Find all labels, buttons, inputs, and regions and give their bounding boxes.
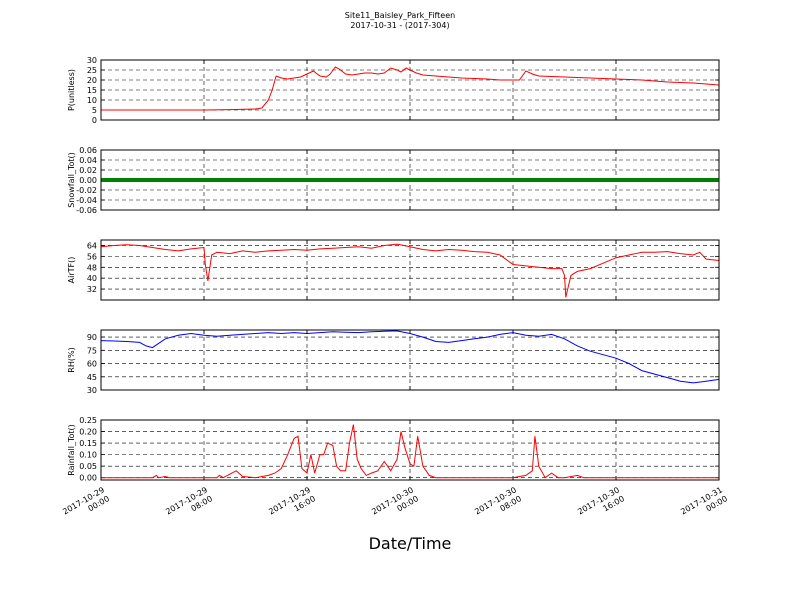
- y-axis-label: RH(%): [67, 347, 76, 372]
- y-tick-label: 15: [87, 86, 97, 95]
- series-line: [101, 66, 719, 111]
- y-tick-label: 0.05: [79, 462, 97, 471]
- y-axis-label: P(unitless): [67, 69, 76, 111]
- y-tick-label: 0.00: [79, 474, 97, 483]
- y-axis-label: Snowfall_Tot(): [67, 152, 76, 208]
- y-tick-label: 45: [87, 373, 97, 382]
- series-line: [101, 330, 719, 384]
- y-tick-label: 90: [87, 333, 97, 342]
- x-tick-label: 2017-10-3016:00: [576, 485, 626, 525]
- y-tick-label: 60: [87, 360, 97, 369]
- y-axis-label: Rainfall_Tot(): [67, 424, 76, 476]
- x-tick-label: 2017-10-2916:00: [267, 485, 317, 525]
- y-tick-label: 40: [87, 274, 97, 283]
- y-tick-label: 20: [87, 76, 97, 85]
- x-tick-label: 2017-10-2908:00: [164, 485, 214, 525]
- series-line: [101, 424, 719, 479]
- y-tick-label: -0.06: [76, 206, 97, 215]
- series-line: [101, 243, 719, 298]
- y-tick-label: 56: [87, 252, 97, 261]
- y-tick-label: 5: [92, 106, 97, 115]
- axes-frame: [100, 149, 720, 211]
- y-tick-label: 0.02: [79, 166, 97, 175]
- y-tick-label: -0.02: [76, 186, 97, 195]
- x-axis-label: Date/Time: [368, 534, 452, 553]
- y-tick-label: 0.15: [79, 439, 97, 448]
- axes-frame: [100, 419, 720, 481]
- figure-subtitle: 2017-10-31 - (2017-304): [350, 21, 450, 30]
- y-tick-label: 0: [92, 116, 97, 125]
- y-tick-label: 0.06: [79, 146, 97, 155]
- y-tick-label: 75: [87, 346, 97, 355]
- y-tick-label: 64: [87, 241, 97, 250]
- figure-title: Site11_Baisley_Park_Fifteen: [344, 11, 456, 20]
- y-tick-label: 10: [87, 96, 97, 105]
- y-tick-label: 32: [87, 285, 97, 294]
- y-tick-label: 0.04: [79, 156, 97, 165]
- y-tick-label: 30: [87, 386, 97, 395]
- y-tick-label: -0.04: [76, 196, 97, 205]
- y-tick-label: 0.20: [79, 428, 97, 437]
- y-tick-label: 25: [87, 66, 97, 75]
- y-axis-label: AirTF(): [67, 257, 76, 284]
- y-tick-label: 48: [87, 263, 97, 272]
- x-tick-label: 2017-10-2900:00: [61, 485, 111, 525]
- x-tick-label: 2017-10-3000:00: [370, 485, 420, 525]
- axes-frame: [100, 329, 720, 391]
- y-tick-label: 30: [87, 56, 97, 65]
- x-tick-label: 2017-10-3008:00: [473, 485, 523, 525]
- axes-frame: [100, 239, 720, 301]
- x-tick-label: 2017-10-3100:00: [679, 485, 729, 525]
- axes-frame: [100, 59, 720, 121]
- y-tick-label: 0.10: [79, 451, 97, 460]
- y-tick-label: 0.25: [79, 416, 97, 425]
- y-tick-label: 0.00: [79, 176, 97, 185]
